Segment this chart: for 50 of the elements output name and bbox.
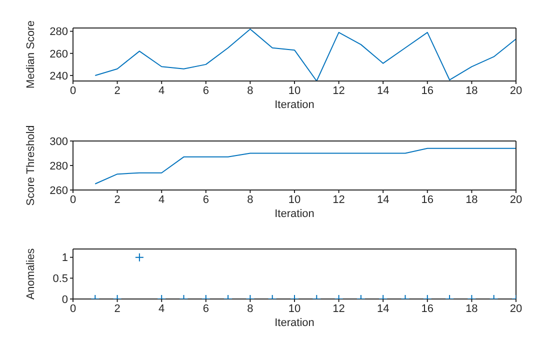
x-tick-label: 10	[288, 194, 301, 206]
x-tick-label: 4	[158, 302, 165, 315]
x-tick-label: 14	[376, 84, 390, 97]
y-axis-title: Score Threshold	[24, 125, 37, 206]
x-tick-label: 4	[158, 194, 165, 206]
x-tick-label: 12	[332, 84, 345, 97]
x-tick-label: 4	[158, 84, 165, 97]
x-tick-label: 6	[202, 302, 209, 315]
x-tick-label: 14	[376, 302, 390, 315]
y-tick-label: 0	[62, 294, 68, 306]
y-axis-title: Median Score	[24, 20, 37, 88]
y-tick-label: 0.5	[52, 273, 68, 286]
y-tick-label: 300	[50, 136, 68, 148]
y-tick-label: 280	[50, 26, 68, 38]
x-tick-label: 16	[421, 84, 434, 97]
y-tick-label: 280	[50, 160, 68, 172]
x-tick-label: 2	[114, 194, 120, 206]
x-tick-label: 8	[247, 84, 254, 97]
x-tick-label: 12	[332, 302, 345, 315]
x-tick-label: 0	[70, 302, 76, 315]
x-tick-label: 2	[114, 84, 120, 97]
x-tick-label: 16	[421, 302, 434, 315]
x-tick-label: 10	[288, 302, 301, 315]
x-tick-label: 18	[466, 302, 478, 315]
x-axis-title: Iteration	[274, 99, 314, 111]
x-tick-label: 8	[247, 194, 254, 206]
x-tick-label: 0	[70, 194, 76, 206]
x-tick-label: 20	[510, 194, 522, 206]
x-tick-label: 6	[202, 84, 209, 97]
x-tick-label: 12	[332, 194, 345, 206]
x-tick-label: 8	[247, 302, 254, 315]
x-tick-label: 20	[510, 84, 522, 97]
line-series	[94, 148, 516, 184]
y-tick-label: 1	[62, 252, 68, 264]
x-tick-label: 0	[70, 84, 76, 97]
y-axis-title: Anomalies	[24, 248, 37, 300]
y-tick-label: 260	[50, 184, 68, 197]
x-tick-label: 14	[376, 194, 390, 206]
x-axis-title: Iteration	[274, 208, 314, 220]
x-tick-label: 20	[510, 302, 522, 315]
x-tick-label: 18	[466, 84, 478, 97]
x-tick-label: 6	[202, 194, 209, 206]
x-tick-label: 2	[114, 302, 120, 315]
line-series	[94, 28, 516, 81]
x-tick-label: 10	[288, 84, 301, 97]
x-axis-title: Iteration	[274, 317, 314, 329]
y-tick-label: 240	[50, 70, 68, 82]
x-tick-label: 16	[421, 194, 434, 206]
x-tick-label: 18	[466, 194, 478, 206]
y-tick-label: 260	[50, 48, 68, 60]
